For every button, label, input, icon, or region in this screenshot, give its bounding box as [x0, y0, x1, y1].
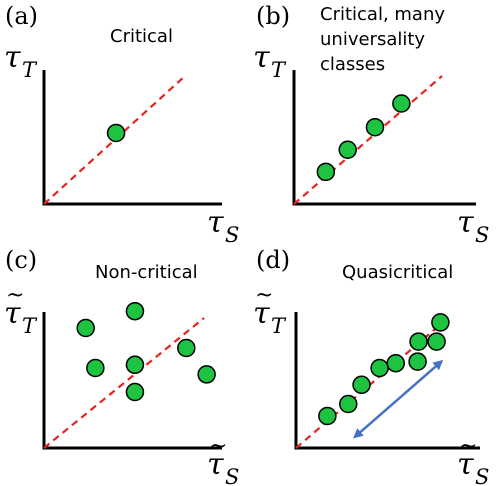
panel-b-x-label: τ S: [457, 205, 489, 247]
panel-a-letter: (a): [5, 2, 38, 30]
panel-a-x-label: τ S: [207, 205, 239, 247]
data-point: [125, 382, 145, 402]
data-point: [86, 358, 105, 378]
data-point: [409, 332, 428, 351]
panel-c-diagonal: [43, 317, 205, 449]
panel-c-y-tilde: ~: [6, 283, 24, 308]
panel-d-double-arrow: [353, 359, 444, 439]
panel-a-diagonal: [43, 75, 186, 205]
data-point: [386, 353, 405, 373]
panel-a-axes: [42, 70, 222, 206]
panel-b-title-line: classes: [320, 54, 385, 75]
panel-d-letter: (d): [256, 246, 290, 274]
panel-c-axes: [42, 312, 222, 450]
panel-a-x-symbol: τ: [207, 205, 224, 240]
data-point: [125, 301, 145, 321]
panel-d-x-label: τ ~ S: [457, 434, 489, 486]
panel-b-points: [316, 94, 411, 182]
panel-b-y-subscript: T: [271, 58, 287, 82]
panel-c-x-label: τ ~ S: [207, 434, 239, 486]
panel-b: (b) Critical, many universality classes …: [253, 2, 489, 247]
panel-c-letter: (c): [5, 246, 37, 274]
panel-a-y-label: τ T: [4, 40, 38, 82]
panel-d-axes: [294, 312, 480, 450]
panel-a-y-subscript: T: [22, 58, 38, 82]
panel-d-points: [318, 313, 450, 426]
panel-b-x-subscript: S: [475, 223, 489, 247]
data-point: [370, 358, 389, 378]
panel-d-title: Quasicritical: [342, 262, 453, 283]
panel-b-title: Critical, many universality classes: [320, 4, 451, 75]
panel-d-y-subscript: T: [271, 314, 287, 338]
panel-b-title-line: universality: [320, 29, 425, 50]
panel-c-title-line: Non-critical: [95, 262, 198, 283]
panel-c-y-label: τ ~ T: [4, 283, 38, 338]
panel-d-x-subscript: S: [475, 465, 489, 486]
panel-d-x-symbol: τ: [457, 447, 474, 482]
data-point: [106, 123, 126, 143]
data-point: [177, 338, 196, 358]
panel-d-y-label: τ ~ T: [253, 283, 287, 338]
panel-b-axes: [292, 70, 476, 206]
panel-a-y-symbol: τ: [4, 40, 21, 75]
panel-b-diagonal: [293, 75, 443, 205]
data-point: [427, 332, 446, 351]
panel-a-title: Critical: [110, 26, 173, 47]
data-point: [408, 352, 427, 371]
panel-c-title: Non-critical: [95, 262, 198, 283]
panel-d-title-line: Quasicritical: [342, 262, 453, 283]
panel-b-x-symbol: τ: [457, 205, 474, 240]
panel-b-title-line: Critical, many: [320, 4, 445, 25]
data-point: [352, 375, 371, 395]
panel-d-y-tilde: ~: [255, 283, 273, 308]
panel-a-title-line: Critical: [110, 26, 173, 47]
data-point: [76, 318, 95, 338]
panel-b-y-symbol: τ: [253, 40, 270, 75]
data-point: [125, 355, 145, 375]
data-point: [431, 313, 450, 332]
panel-c-x-symbol: τ: [207, 447, 224, 482]
data-point: [318, 406, 337, 426]
panel-d-y-symbol: τ: [253, 296, 270, 331]
data-point: [392, 94, 411, 113]
data-point: [197, 365, 216, 384]
panel-d: (d) Quasicritical τ ~ T τ ~ S: [253, 246, 489, 486]
panel-a-points: [106, 123, 126, 143]
data-point: [338, 140, 357, 159]
panel-b-letter: (b): [256, 2, 290, 30]
data-point: [316, 162, 336, 182]
panel-a: (a) Critical τ T τ S: [4, 2, 239, 247]
panel-c-y-symbol: τ: [4, 296, 21, 331]
panel-c-x-subscript: S: [225, 465, 239, 486]
panel-a-x-subscript: S: [225, 223, 239, 247]
panel-c: (c) Non-critical τ ~ T τ ~ S: [4, 246, 239, 486]
data-point: [339, 394, 358, 414]
panel-b-y-label: τ T: [253, 40, 287, 82]
panel-c-y-subscript: T: [22, 314, 38, 338]
panel-c-points: [76, 301, 216, 402]
data-point: [365, 117, 385, 137]
